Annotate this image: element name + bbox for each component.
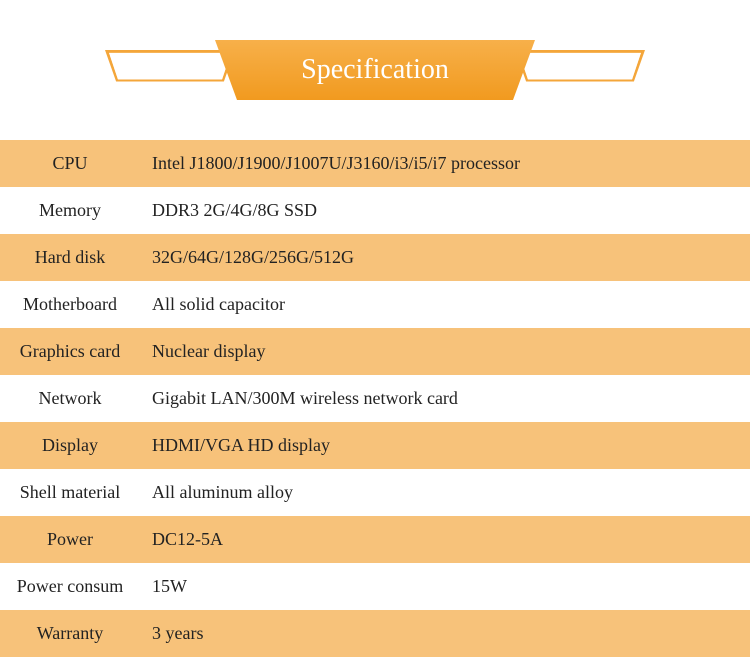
row-value: Nuclear display bbox=[140, 341, 750, 362]
row-value: 3 years bbox=[140, 623, 750, 644]
row-label: Motherboard bbox=[0, 294, 140, 315]
row-value: 32G/64G/128G/256G/512G bbox=[140, 247, 750, 268]
row-label: CPU bbox=[0, 153, 140, 174]
row-value: All aluminum alloy bbox=[140, 482, 750, 503]
row-label: Hard disk bbox=[0, 247, 140, 268]
table-row: PowerDC12-5A bbox=[0, 516, 750, 563]
title-text: Specification bbox=[301, 54, 449, 86]
spec-header: Specification bbox=[0, 40, 750, 120]
row-label: Power consum bbox=[0, 576, 140, 597]
row-label: Warranty bbox=[0, 623, 140, 644]
row-value: HDMI/VGA HD display bbox=[140, 435, 750, 456]
table-row: Warranty3 years bbox=[0, 610, 750, 657]
row-label: Shell material bbox=[0, 482, 140, 503]
table-row: Hard disk32G/64G/128G/256G/512G bbox=[0, 234, 750, 281]
table-row: CPUIntel J1800/J1900/J1007U/J3160/i3/i5/… bbox=[0, 140, 750, 187]
table-row: DisplayHDMI/VGA HD display bbox=[0, 422, 750, 469]
table-row: NetworkGigabit LAN/300M wireless network… bbox=[0, 375, 750, 422]
table-row: MemoryDDR3 2G/4G/8G SSD bbox=[0, 187, 750, 234]
table-row: Power consum15W bbox=[0, 563, 750, 610]
row-label: Power bbox=[0, 529, 140, 550]
title-banner: Specification bbox=[215, 40, 535, 100]
row-value: 15W bbox=[140, 576, 750, 597]
row-label: Display bbox=[0, 435, 140, 456]
row-value: Gigabit LAN/300M wireless network card bbox=[140, 388, 750, 409]
table-row: MotherboardAll solid capacitor bbox=[0, 281, 750, 328]
row-value: Intel J1800/J1900/J1007U/J3160/i3/i5/i7 … bbox=[140, 153, 750, 174]
row-value: DC12-5A bbox=[140, 529, 750, 550]
row-value: All solid capacitor bbox=[140, 294, 750, 315]
table-row: Shell materialAll aluminum alloy bbox=[0, 469, 750, 516]
row-label: Graphics card bbox=[0, 341, 140, 362]
row-value: DDR3 2G/4G/8G SSD bbox=[140, 200, 750, 221]
spec-table: CPUIntel J1800/J1900/J1007U/J3160/i3/i5/… bbox=[0, 140, 750, 657]
table-row: Graphics cardNuclear display bbox=[0, 328, 750, 375]
row-label: Network bbox=[0, 388, 140, 409]
row-label: Memory bbox=[0, 200, 140, 221]
